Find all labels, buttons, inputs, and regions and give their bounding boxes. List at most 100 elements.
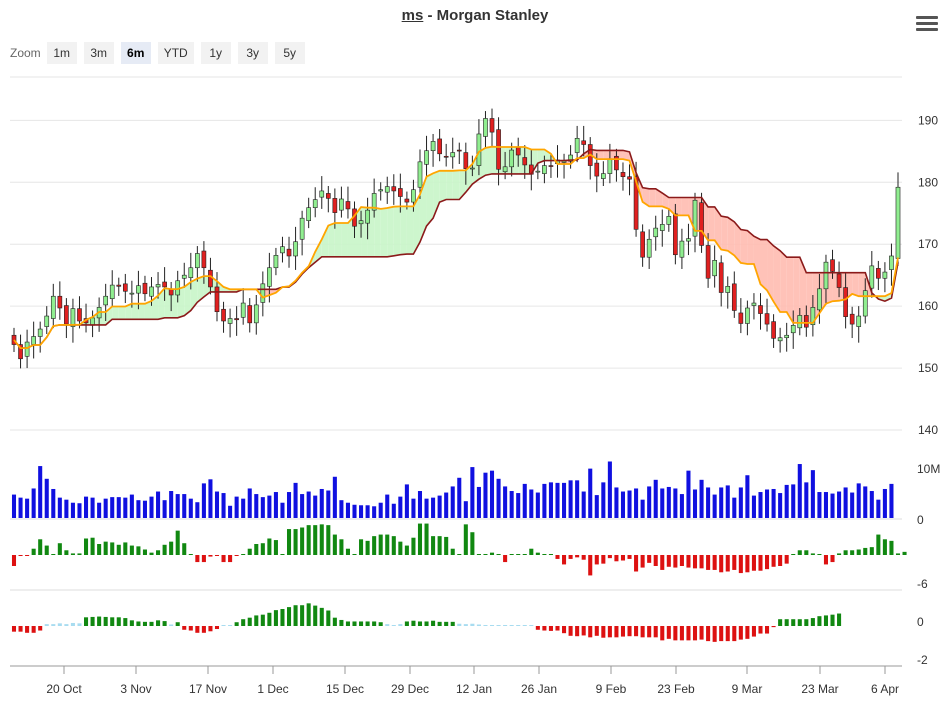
x-axis-label: 26 Jan — [521, 682, 557, 696]
volume-bar — [411, 498, 416, 518]
candle-body — [37, 328, 43, 337]
volume-bar — [856, 483, 861, 518]
volume-bar — [64, 499, 69, 518]
symbol-link[interactable]: ms — [401, 7, 424, 24]
zoom-button-1m[interactable]: 1m — [46, 42, 77, 64]
candle-body — [103, 295, 109, 306]
cloud-segment — [334, 222, 342, 257]
x-axis-label: 1 Dec — [257, 682, 288, 696]
cloud-segment — [485, 146, 493, 176]
zoom-button-3y[interactable]: 3y — [237, 42, 268, 64]
oscillator1-bar — [483, 554, 488, 555]
candle-body — [862, 290, 868, 317]
oscillator1-bar — [588, 555, 593, 576]
oscillator1-bar — [365, 540, 370, 555]
zoom-button-1y[interactable]: 1y — [200, 42, 231, 64]
oscillator2-bars — [11, 603, 842, 642]
volume-bar — [634, 488, 639, 518]
indicator-lines — [13, 145, 899, 349]
cloud-segment — [544, 149, 551, 161]
oscillator2-bar — [116, 617, 121, 626]
oscillator1-bar — [44, 545, 49, 555]
x-axis-label: 17 Nov — [189, 682, 227, 696]
oscillator2-bar — [673, 626, 678, 641]
candle-body — [790, 325, 796, 334]
cloud-segment — [603, 150, 610, 160]
volume-bar — [817, 492, 822, 518]
candle-body — [594, 162, 600, 177]
volume-bar — [869, 491, 874, 518]
candle-body — [803, 315, 809, 328]
oscillator2-bar — [260, 614, 265, 626]
candle-body — [116, 284, 122, 287]
oscillator2-bar — [660, 626, 665, 641]
candle-body — [195, 253, 200, 269]
candle-body — [221, 308, 226, 322]
zoom-button-3m[interactable]: 3m — [83, 42, 114, 64]
zoom-button-5y[interactable]: 5y — [274, 42, 305, 64]
volume-bar — [404, 484, 409, 518]
oscillator1-bar — [201, 555, 206, 563]
oscillator2-bar — [326, 610, 331, 626]
volume-bar — [522, 483, 527, 518]
cloud-segment — [184, 281, 191, 316]
oscillator2-bar — [149, 621, 154, 626]
volume-bar — [601, 482, 606, 518]
volume-bar — [692, 489, 698, 518]
oscillator2-bar — [797, 619, 802, 626]
oscillator1-bar — [902, 551, 907, 555]
candle-body — [496, 129, 501, 170]
candle-body — [181, 274, 187, 279]
candle-body — [627, 176, 632, 180]
oscillator1-bar — [352, 554, 357, 555]
volume-bar — [162, 500, 167, 518]
cloud-segment — [753, 236, 761, 285]
candle-body — [306, 207, 311, 221]
cloud-segment — [419, 176, 427, 243]
oscillator2-bar — [44, 624, 49, 626]
zoom-button-6m[interactable]: 6m — [120, 42, 151, 64]
oscillator1-bar — [444, 536, 449, 555]
oscillator2-bar — [110, 617, 115, 626]
oscillator2-bar — [817, 616, 822, 626]
oscillator2-bar — [745, 626, 750, 639]
hamburger-menu-icon[interactable] — [916, 16, 938, 34]
cloud-segment — [596, 150, 604, 160]
oscillator2-bar — [732, 626, 737, 642]
oscillator2-bar — [195, 626, 200, 633]
oscillator2-bar — [254, 615, 259, 626]
volume-bar — [142, 500, 147, 518]
volume-bar — [267, 495, 272, 518]
oscillator1-bar — [142, 549, 147, 555]
oscillator1-bar — [594, 555, 599, 565]
oscillator1-bar — [326, 525, 331, 555]
x-axis-label: 6 Apr — [871, 682, 899, 696]
oscillator1-bar — [732, 555, 737, 570]
zoom-button-ytd[interactable]: YTD — [157, 42, 194, 64]
oscillator1-bar — [234, 555, 239, 556]
oscillator1-bar — [280, 554, 285, 555]
cloud-segment — [852, 272, 859, 297]
volume-bar — [555, 482, 560, 518]
cloud-segment — [446, 170, 453, 200]
oscillator1-bar — [804, 550, 809, 555]
oscillator2-bar — [522, 625, 527, 626]
candle-body — [312, 199, 318, 208]
oscillator1-bar — [254, 544, 259, 555]
candle-body — [450, 152, 456, 158]
volume-bar — [581, 491, 586, 518]
volume-bar — [725, 485, 730, 518]
oscillator1-bar — [188, 554, 193, 555]
oscillator2-bar — [404, 621, 409, 626]
oscillator1-bar — [535, 552, 540, 555]
candle-body — [725, 286, 731, 293]
volume-bar — [234, 496, 239, 518]
oscillator1-bar — [214, 555, 220, 556]
oscillator1-bar — [817, 554, 822, 555]
oscillator2-bar — [77, 623, 82, 626]
oscillator2-bar — [686, 626, 691, 641]
volume-axis-label: 10M — [917, 462, 940, 476]
volume-bar — [391, 503, 396, 518]
oscillator2-bar — [712, 626, 717, 642]
